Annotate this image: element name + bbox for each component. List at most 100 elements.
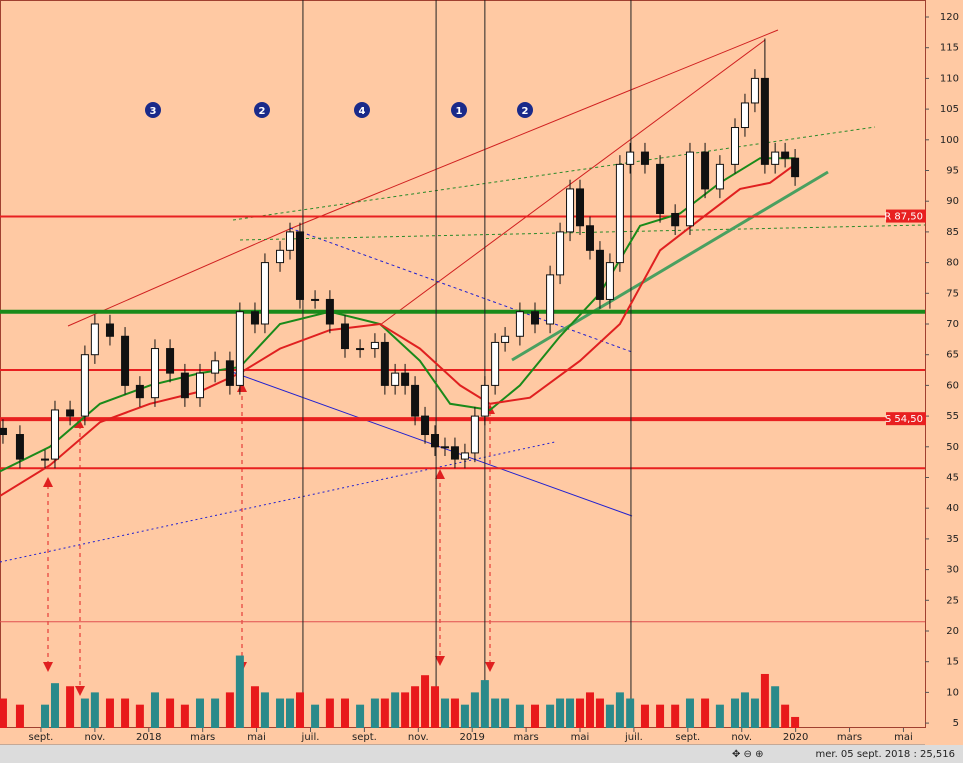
volume-bar [401, 692, 410, 728]
wave-badge [354, 102, 370, 118]
y-tick-label: 115 [940, 43, 959, 54]
trend-line [511, 170, 829, 362]
candle-body [211, 360, 220, 374]
candle-body [470, 415, 479, 454]
trend-line [291, 29, 779, 229]
candle-body [276, 249, 285, 264]
wave-badge [254, 102, 270, 118]
candle-body [730, 127, 739, 165]
volume-bar [235, 655, 244, 728]
candle [260, 253, 269, 334]
candle [440, 437, 449, 457]
candle [515, 302, 524, 346]
x-tick-label: mai [894, 732, 913, 743]
volume-bar [771, 686, 780, 728]
candle [0, 419, 7, 444]
candle-body [685, 151, 694, 227]
volume-bar [15, 704, 24, 728]
y-tick-label: 30 [946, 565, 959, 576]
x-tick-label: sept. [675, 732, 700, 743]
candle [311, 290, 320, 309]
x-tick-label: nov. [731, 732, 752, 743]
candle-body [80, 354, 89, 417]
volume-bar [295, 692, 304, 728]
candle [166, 339, 175, 383]
candle [685, 142, 694, 235]
volume-bar [90, 692, 99, 728]
y-tick-label: 15 [946, 657, 959, 668]
volume-bar [605, 704, 614, 728]
x-tick-label: nov. [408, 732, 429, 743]
candle-body [235, 311, 244, 386]
wave-label: 3 [150, 106, 157, 117]
candle [781, 142, 790, 168]
volume-bar [180, 704, 189, 728]
wave-label: 2 [259, 106, 266, 117]
candle [105, 314, 114, 346]
y-tick-label: 55 [946, 411, 959, 422]
volume-bar [546, 704, 555, 728]
candle [605, 253, 614, 309]
y-tick-label: 100 [940, 135, 959, 146]
candle-body [66, 409, 75, 417]
candle [411, 376, 420, 426]
candle-body [460, 452, 469, 460]
candle-body [501, 335, 510, 343]
candle-body [791, 157, 800, 178]
volume-bar [105, 698, 114, 728]
candle-body [531, 311, 540, 325]
candle [701, 142, 710, 199]
volume-bar [701, 698, 710, 728]
y-tick-label: 75 [946, 288, 959, 299]
candle-body [401, 372, 410, 386]
candle-body [370, 341, 379, 350]
candle [740, 93, 749, 137]
candle [325, 290, 334, 334]
y-tick-label: 90 [946, 196, 959, 207]
x-tick-label: mai [571, 732, 590, 743]
x-tick-label: mars [837, 732, 862, 743]
candle-body [515, 311, 524, 337]
volume-bar [391, 692, 400, 728]
volume-bar [515, 704, 524, 728]
candle-body [195, 372, 204, 399]
volume-bar [421, 675, 430, 728]
y-tick-label: 20 [946, 626, 959, 637]
candle-body [671, 212, 680, 227]
x-tick-label: sept. [29, 732, 54, 743]
candle [595, 241, 604, 309]
volume-bar [480, 680, 489, 728]
volume-bar [595, 698, 604, 728]
candle [295, 222, 304, 309]
candle [791, 149, 800, 186]
candle-body [41, 458, 50, 461]
candle-body [0, 427, 7, 436]
candle [501, 327, 510, 352]
candle-body [640, 151, 649, 165]
candle [211, 351, 220, 383]
candle-body [340, 323, 349, 350]
y-tick-label: 25 [946, 595, 959, 606]
toolbar-icons[interactable]: ✥ ⊖ ⊕ [732, 749, 764, 760]
volume-bar [195, 698, 204, 728]
volume-bar [411, 686, 420, 728]
y-tick-label: 10 [946, 687, 959, 698]
volume-bar [225, 692, 234, 728]
candle-body [421, 415, 430, 436]
volume-bar [276, 698, 285, 728]
y-tick-label: 35 [946, 534, 959, 545]
candle [626, 142, 635, 174]
volume-bar [501, 698, 510, 728]
candle-body [701, 151, 710, 190]
wave-badge [451, 102, 467, 118]
volume-bar [50, 683, 59, 728]
candle-body [295, 231, 304, 300]
candle [671, 204, 680, 235]
volume-bar [531, 704, 540, 728]
candle-body [615, 163, 624, 264]
volume-bar [0, 698, 7, 728]
candle-body [356, 348, 365, 351]
volume-bar [356, 704, 365, 728]
candle-body [760, 77, 769, 165]
